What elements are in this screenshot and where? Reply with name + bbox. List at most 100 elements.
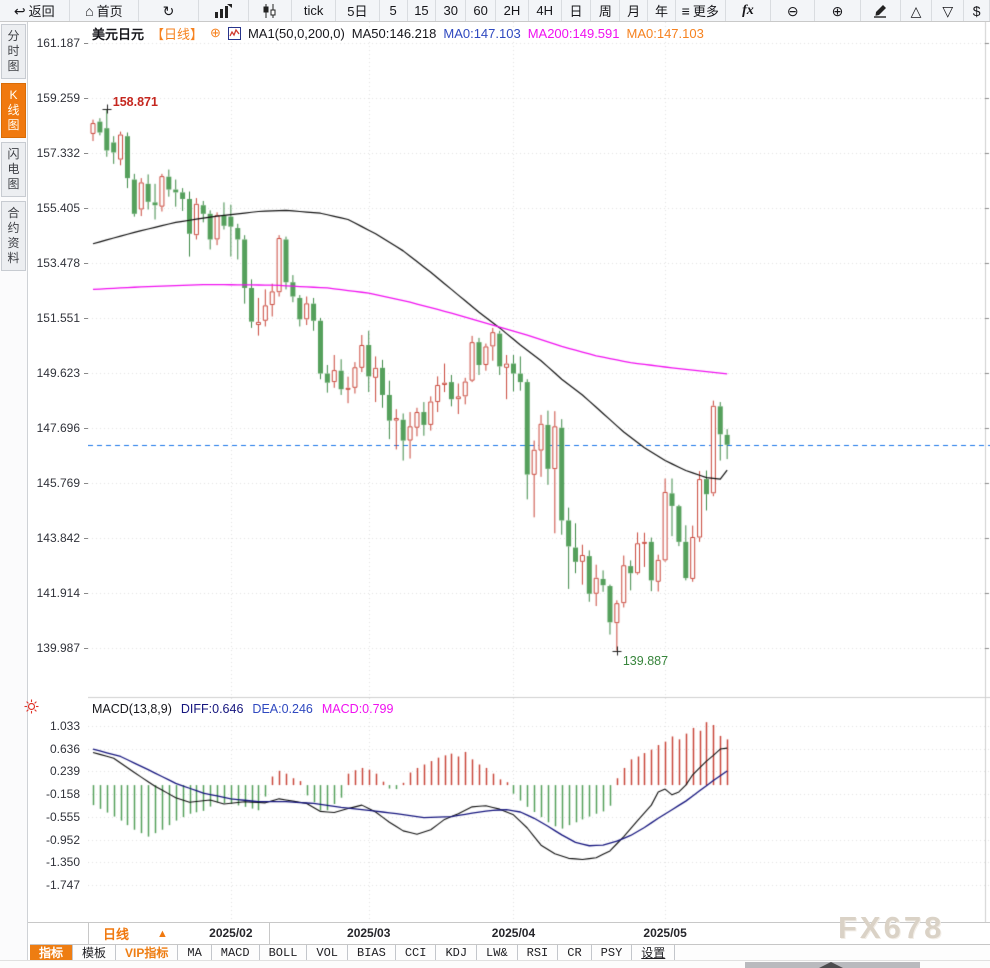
indicator-tab-bar: 指标 模板 VIP指标 MA MACD BOLL VOL BIAS CCI KDJ LW& RSI CR… — [30, 944, 990, 962]
symbol-name[interactable]: 美元日元 — [92, 26, 145, 42]
fx678-watermark: FX678 — [838, 910, 945, 945]
sidebar-item-char: 线 — [7, 103, 20, 117]
ma200-value: MA200:149.591 — [527, 25, 620, 41]
tab-MACD[interactable]: MACD — [212, 945, 260, 962]
tab-VIP指标[interactable]: VIP指标 — [116, 945, 179, 962]
period-5-label: 5 — [389, 3, 397, 18]
fx-button[interactable]: fx — [726, 0, 772, 21]
expand-panel-arrow-icon[interactable] — [817, 962, 845, 968]
period-selector[interactable]: 日线 ▲ — [88, 923, 270, 944]
price-axis-label: 157.332 — [36, 146, 80, 160]
refresh-icon: ↻ — [162, 2, 175, 19]
sidebar-item-char: 图 — [7, 118, 20, 132]
bar-chart-button[interactable] — [199, 0, 249, 21]
tab-LW&[interactable]: LW& — [477, 945, 518, 962]
axis-tick — [84, 318, 88, 319]
macd-axis-label: -0.555 — [45, 809, 80, 824]
ma50-value: MA50:146.218 — [351, 25, 437, 41]
tab-BOLL[interactable]: BOLL — [260, 945, 308, 962]
dollar-button[interactable]: $ — [964, 0, 990, 21]
period-15-button[interactable]: 15 — [408, 0, 437, 21]
price-axis-label: 153.478 — [36, 256, 80, 270]
sidebar-item-char: 图 — [7, 177, 20, 191]
home-button[interactable]: ⌂ 首页 — [70, 0, 140, 21]
triangle-up-button[interactable]: △ — [901, 0, 933, 21]
more-icon: ≡ — [681, 2, 690, 19]
period-selector-label: 日线 — [103, 927, 130, 942]
tab-CCI[interactable]: CCI — [396, 945, 437, 962]
axis-tick — [84, 373, 88, 374]
back-button[interactable]: ↩ 返回 — [0, 0, 70, 21]
macd-axis-label: -1.747 — [45, 878, 80, 892]
pencil-icon — [873, 3, 888, 18]
home-icon: ⌂ — [85, 2, 94, 19]
period-30-label: 30 — [443, 3, 458, 18]
axis-tick — [84, 263, 88, 264]
zoom-out-button[interactable]: ⊖ — [771, 0, 816, 21]
more-button[interactable]: ≡ 更多 — [676, 0, 726, 21]
price-axis-label: 151.551 — [36, 311, 80, 325]
sidebar-item-char: 合 — [7, 206, 20, 220]
period-month-label: 月 — [627, 4, 641, 19]
period-day-button[interactable]: 日 — [562, 0, 592, 21]
zoom-in-button[interactable]: ⊕ — [815, 0, 861, 21]
draw-button[interactable] — [861, 0, 901, 21]
kline-chart-canvas[interactable] — [88, 22, 990, 922]
x-axis-label: 2025/05 — [643, 926, 687, 940]
x-axis-label: 2025/04 — [491, 926, 536, 940]
period-week-button[interactable]: 周 — [591, 0, 621, 21]
period-60-button[interactable]: 60 — [466, 0, 497, 21]
indicator-settings-sun-icon[interactable] — [24, 699, 39, 719]
ma0-blue-value: MA0:147.103 — [443, 25, 521, 41]
sidebar-item-合约资料[interactable]: 合约资料 — [1, 201, 26, 271]
sidebar-item-char: 图 — [7, 59, 20, 73]
period-month-button[interactable]: 月 — [620, 0, 649, 21]
period-5d-button[interactable]: 5日 — [336, 0, 380, 21]
tab-CR[interactable]: CR — [558, 945, 592, 962]
period-30-button[interactable]: 30 — [436, 0, 467, 21]
ma0-orange-value: MA0:147.103 — [626, 25, 704, 41]
macd-header: MACD(13,8,9) DIFF:0.646 DEA:0.246 MACD:0… — [92, 701, 393, 716]
tab-MA[interactable]: MA — [178, 945, 212, 962]
tab-KDJ[interactable]: KDJ — [436, 945, 478, 962]
period-2h-label: 2H — [503, 3, 521, 18]
period-5-button[interactable]: 5 — [380, 0, 408, 21]
tab-模板[interactable]: 模板 — [73, 945, 117, 962]
x-axis-label: 2025/02 — [209, 926, 253, 940]
sidebar-item-闪电图[interactable]: 闪电图 — [1, 142, 26, 197]
tab-RSI[interactable]: RSI — [518, 945, 559, 962]
ma-settings: MA1(50,0,200,0) — [247, 25, 345, 41]
candlestick-button[interactable] — [249, 0, 293, 21]
diff-value: DIFF:0.646 — [180, 701, 244, 716]
main-chart-header: 美元日元 【日线】 ⊕ MA1(50,0,200,0) MA50:146.218… — [92, 25, 704, 42]
link-plus-icon[interactable]: ⊕ — [210, 25, 221, 40]
period-2h-button[interactable]: 2H — [496, 0, 529, 21]
candles-icon — [262, 3, 278, 18]
mini-chart-icon[interactable] — [227, 26, 241, 40]
tick-button[interactable]: tick — [292, 0, 336, 21]
macd-axis-label: -0.952 — [45, 832, 80, 847]
tab-指标[interactable]: 指标 — [30, 945, 74, 962]
price-axis-label: 159.259 — [36, 91, 80, 105]
x-axis-label: 2025/03 — [347, 926, 391, 940]
period-4h-button[interactable]: 4H — [529, 0, 562, 21]
refresh-button[interactable]: ↻ — [139, 0, 199, 21]
triangle-down-icon: ▽ — [942, 2, 954, 19]
home-label: 首页 — [96, 4, 123, 19]
sidebar-item-分时图[interactable]: 分时图 — [1, 24, 26, 79]
scrollbar-thumb[interactable] — [745, 962, 920, 968]
period-year-button[interactable]: 年 — [648, 0, 676, 21]
tick-label: tick — [303, 3, 324, 18]
tab-PSY[interactable]: PSY — [592, 945, 633, 962]
tab-BIAS[interactable]: BIAS — [348, 945, 396, 962]
bottom-scrollbar — [0, 960, 990, 968]
price-axis-label: 155.405 — [36, 201, 80, 215]
tab-设置[interactable]: 设置 — [632, 945, 676, 962]
price-axis-label: 145.769 — [36, 476, 80, 490]
price-axis-label: 143.842 — [36, 531, 80, 545]
axis-tick — [84, 593, 88, 594]
triangle-down-button[interactable]: ▽ — [932, 0, 965, 21]
tab-VOL[interactable]: VOL — [307, 945, 349, 962]
